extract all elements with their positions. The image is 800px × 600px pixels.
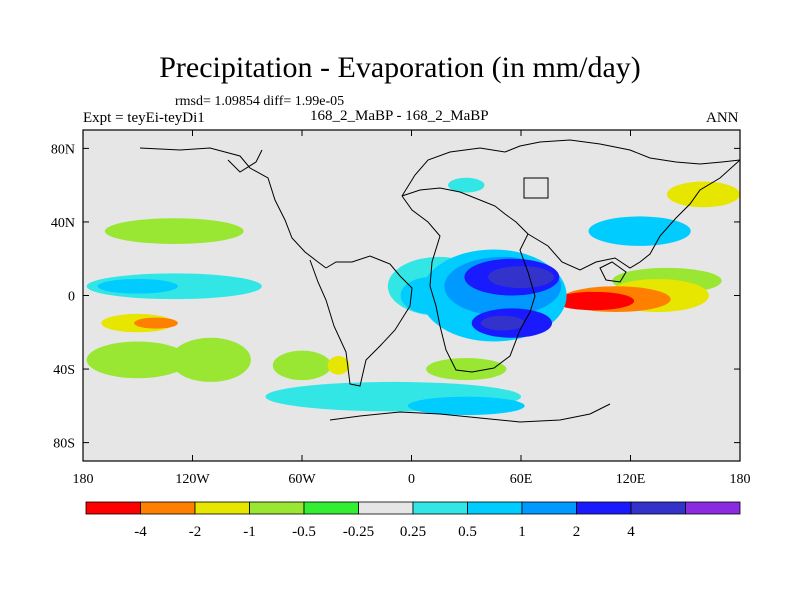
pe-region-3 bbox=[104, 218, 244, 245]
colorbar-swatch-5 bbox=[358, 501, 414, 515]
season-label: ANN bbox=[706, 110, 739, 126]
x-tick-label-5: 120E bbox=[616, 472, 646, 487]
pe-region-2 bbox=[272, 350, 332, 381]
colorbar-swatch-7 bbox=[467, 501, 523, 515]
colorbar-swatch-8 bbox=[521, 501, 577, 515]
colorbar-label-7: 1 bbox=[518, 524, 526, 540]
pe-region-1 bbox=[170, 337, 251, 382]
coastline-north-america bbox=[139, 147, 327, 269]
colorbar-swatch-1 bbox=[140, 501, 196, 515]
colorbar-label-4: -0.25 bbox=[343, 524, 374, 540]
experiment-label: Expt = teyEi-teyDi1 bbox=[83, 110, 205, 126]
colorbar-label-9: 4 bbox=[627, 524, 635, 540]
pe-region-26 bbox=[667, 181, 740, 208]
pe-region-25 bbox=[588, 216, 691, 246]
pe-region-27 bbox=[448, 177, 485, 193]
colorbar-label-1: -2 bbox=[189, 524, 202, 540]
case-label: 168_2_MaBP - 168_2_MaBP bbox=[310, 108, 489, 124]
colorbar-swatch-9 bbox=[576, 501, 632, 515]
x-tick-label-0: 180 bbox=[73, 472, 94, 487]
colorbar-swatch-11 bbox=[685, 501, 741, 515]
pe-region-6 bbox=[327, 356, 350, 375]
stats-line: rmsd= 1.09854 diff= 1.99e-05 bbox=[175, 94, 345, 109]
x-tick-label-4: 60E bbox=[510, 472, 533, 487]
x-tick-label-3: 0 bbox=[408, 472, 415, 487]
pe-region-11 bbox=[553, 291, 635, 311]
colorbar-swatch-3 bbox=[249, 501, 305, 515]
colorbar-swatch-4 bbox=[303, 501, 359, 515]
pe-region-15 bbox=[407, 396, 525, 416]
y-tick-label-2: 0 bbox=[68, 290, 75, 305]
chart-title: Precipitation - Evaporation (in mm/day) bbox=[159, 51, 641, 84]
x-tick-label-2: 60W bbox=[288, 472, 316, 487]
coastline-greenland bbox=[227, 149, 263, 173]
y-tick-label-1: 40N bbox=[51, 216, 75, 231]
y-tick-label-3: 40S bbox=[53, 363, 75, 378]
colorbar-swatch-10 bbox=[630, 501, 686, 515]
coastline-caspian bbox=[523, 177, 549, 199]
coastline-eurasia-south bbox=[527, 159, 740, 271]
coastline-south-america bbox=[309, 255, 413, 387]
y-tick-label-4: 80S bbox=[53, 437, 75, 452]
x-tick-label-1: 120W bbox=[175, 472, 210, 487]
colorbar-label-3: -0.5 bbox=[292, 524, 316, 540]
colorbar-label-0: -4 bbox=[134, 524, 147, 540]
pe-region-7 bbox=[134, 317, 178, 329]
x-tick-label-6: 180 bbox=[730, 472, 751, 487]
pe-region-13 bbox=[97, 278, 178, 294]
y-tick-label-0: 80N bbox=[51, 142, 75, 157]
colorbar-label-6: 0.5 bbox=[458, 524, 477, 540]
coastline-eurasia bbox=[401, 139, 740, 197]
colorbar-label-5: 0.25 bbox=[400, 524, 426, 540]
colorbar-label-2: -1 bbox=[243, 524, 256, 540]
colorbar-swatch-0 bbox=[85, 501, 141, 515]
colorbar-swatch-6 bbox=[412, 501, 468, 515]
colorbar-swatch-2 bbox=[194, 501, 250, 515]
coastline-africa bbox=[401, 187, 536, 373]
coastline-maritime bbox=[599, 261, 627, 283]
pe-region-4 bbox=[426, 358, 507, 381]
pe-region-23 bbox=[488, 266, 554, 289]
pe-region-0 bbox=[86, 341, 189, 379]
pe-region-24 bbox=[480, 315, 525, 331]
colorbar-label-8: 2 bbox=[573, 524, 581, 540]
coastline-antarctica bbox=[329, 403, 611, 423]
